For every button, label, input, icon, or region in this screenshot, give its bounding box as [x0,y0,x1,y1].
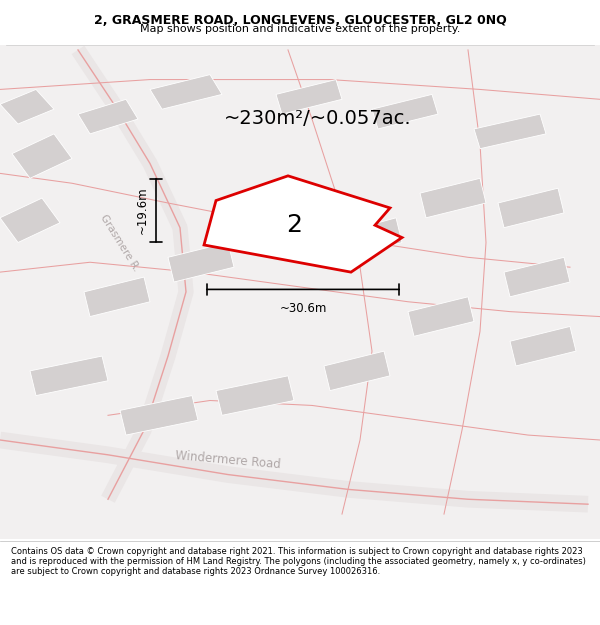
Polygon shape [420,178,486,217]
Polygon shape [324,351,390,391]
Polygon shape [204,176,402,272]
Polygon shape [342,217,402,258]
Text: 2: 2 [286,213,302,238]
Text: Map shows position and indicative extent of the property.: Map shows position and indicative extent… [140,24,460,34]
Polygon shape [216,376,294,415]
Polygon shape [168,242,234,282]
Polygon shape [498,188,564,228]
Polygon shape [408,297,474,336]
Polygon shape [252,193,318,232]
Polygon shape [150,74,222,109]
Text: ~19.6m: ~19.6m [136,187,149,234]
Polygon shape [120,396,198,435]
Text: ~30.6m: ~30.6m [280,302,326,315]
Polygon shape [84,277,150,316]
Text: Windermere Road: Windermere Road [175,449,281,471]
Polygon shape [372,94,438,129]
Polygon shape [276,79,342,114]
Polygon shape [0,198,60,242]
Text: Contains OS data © Crown copyright and database right 2021. This information is : Contains OS data © Crown copyright and d… [11,546,586,576]
Polygon shape [474,114,546,149]
Polygon shape [504,258,570,297]
Polygon shape [0,89,54,124]
Polygon shape [78,99,138,134]
Text: ~230m²/~0.057ac.: ~230m²/~0.057ac. [224,109,412,128]
Polygon shape [510,326,576,366]
Text: 2, GRASMERE ROAD, LONGLEVENS, GLOUCESTER, GL2 0NQ: 2, GRASMERE ROAD, LONGLEVENS, GLOUCESTER… [94,14,506,26]
Polygon shape [12,134,72,178]
Polygon shape [30,356,108,396]
Text: Grasmere R.: Grasmere R. [98,213,142,272]
